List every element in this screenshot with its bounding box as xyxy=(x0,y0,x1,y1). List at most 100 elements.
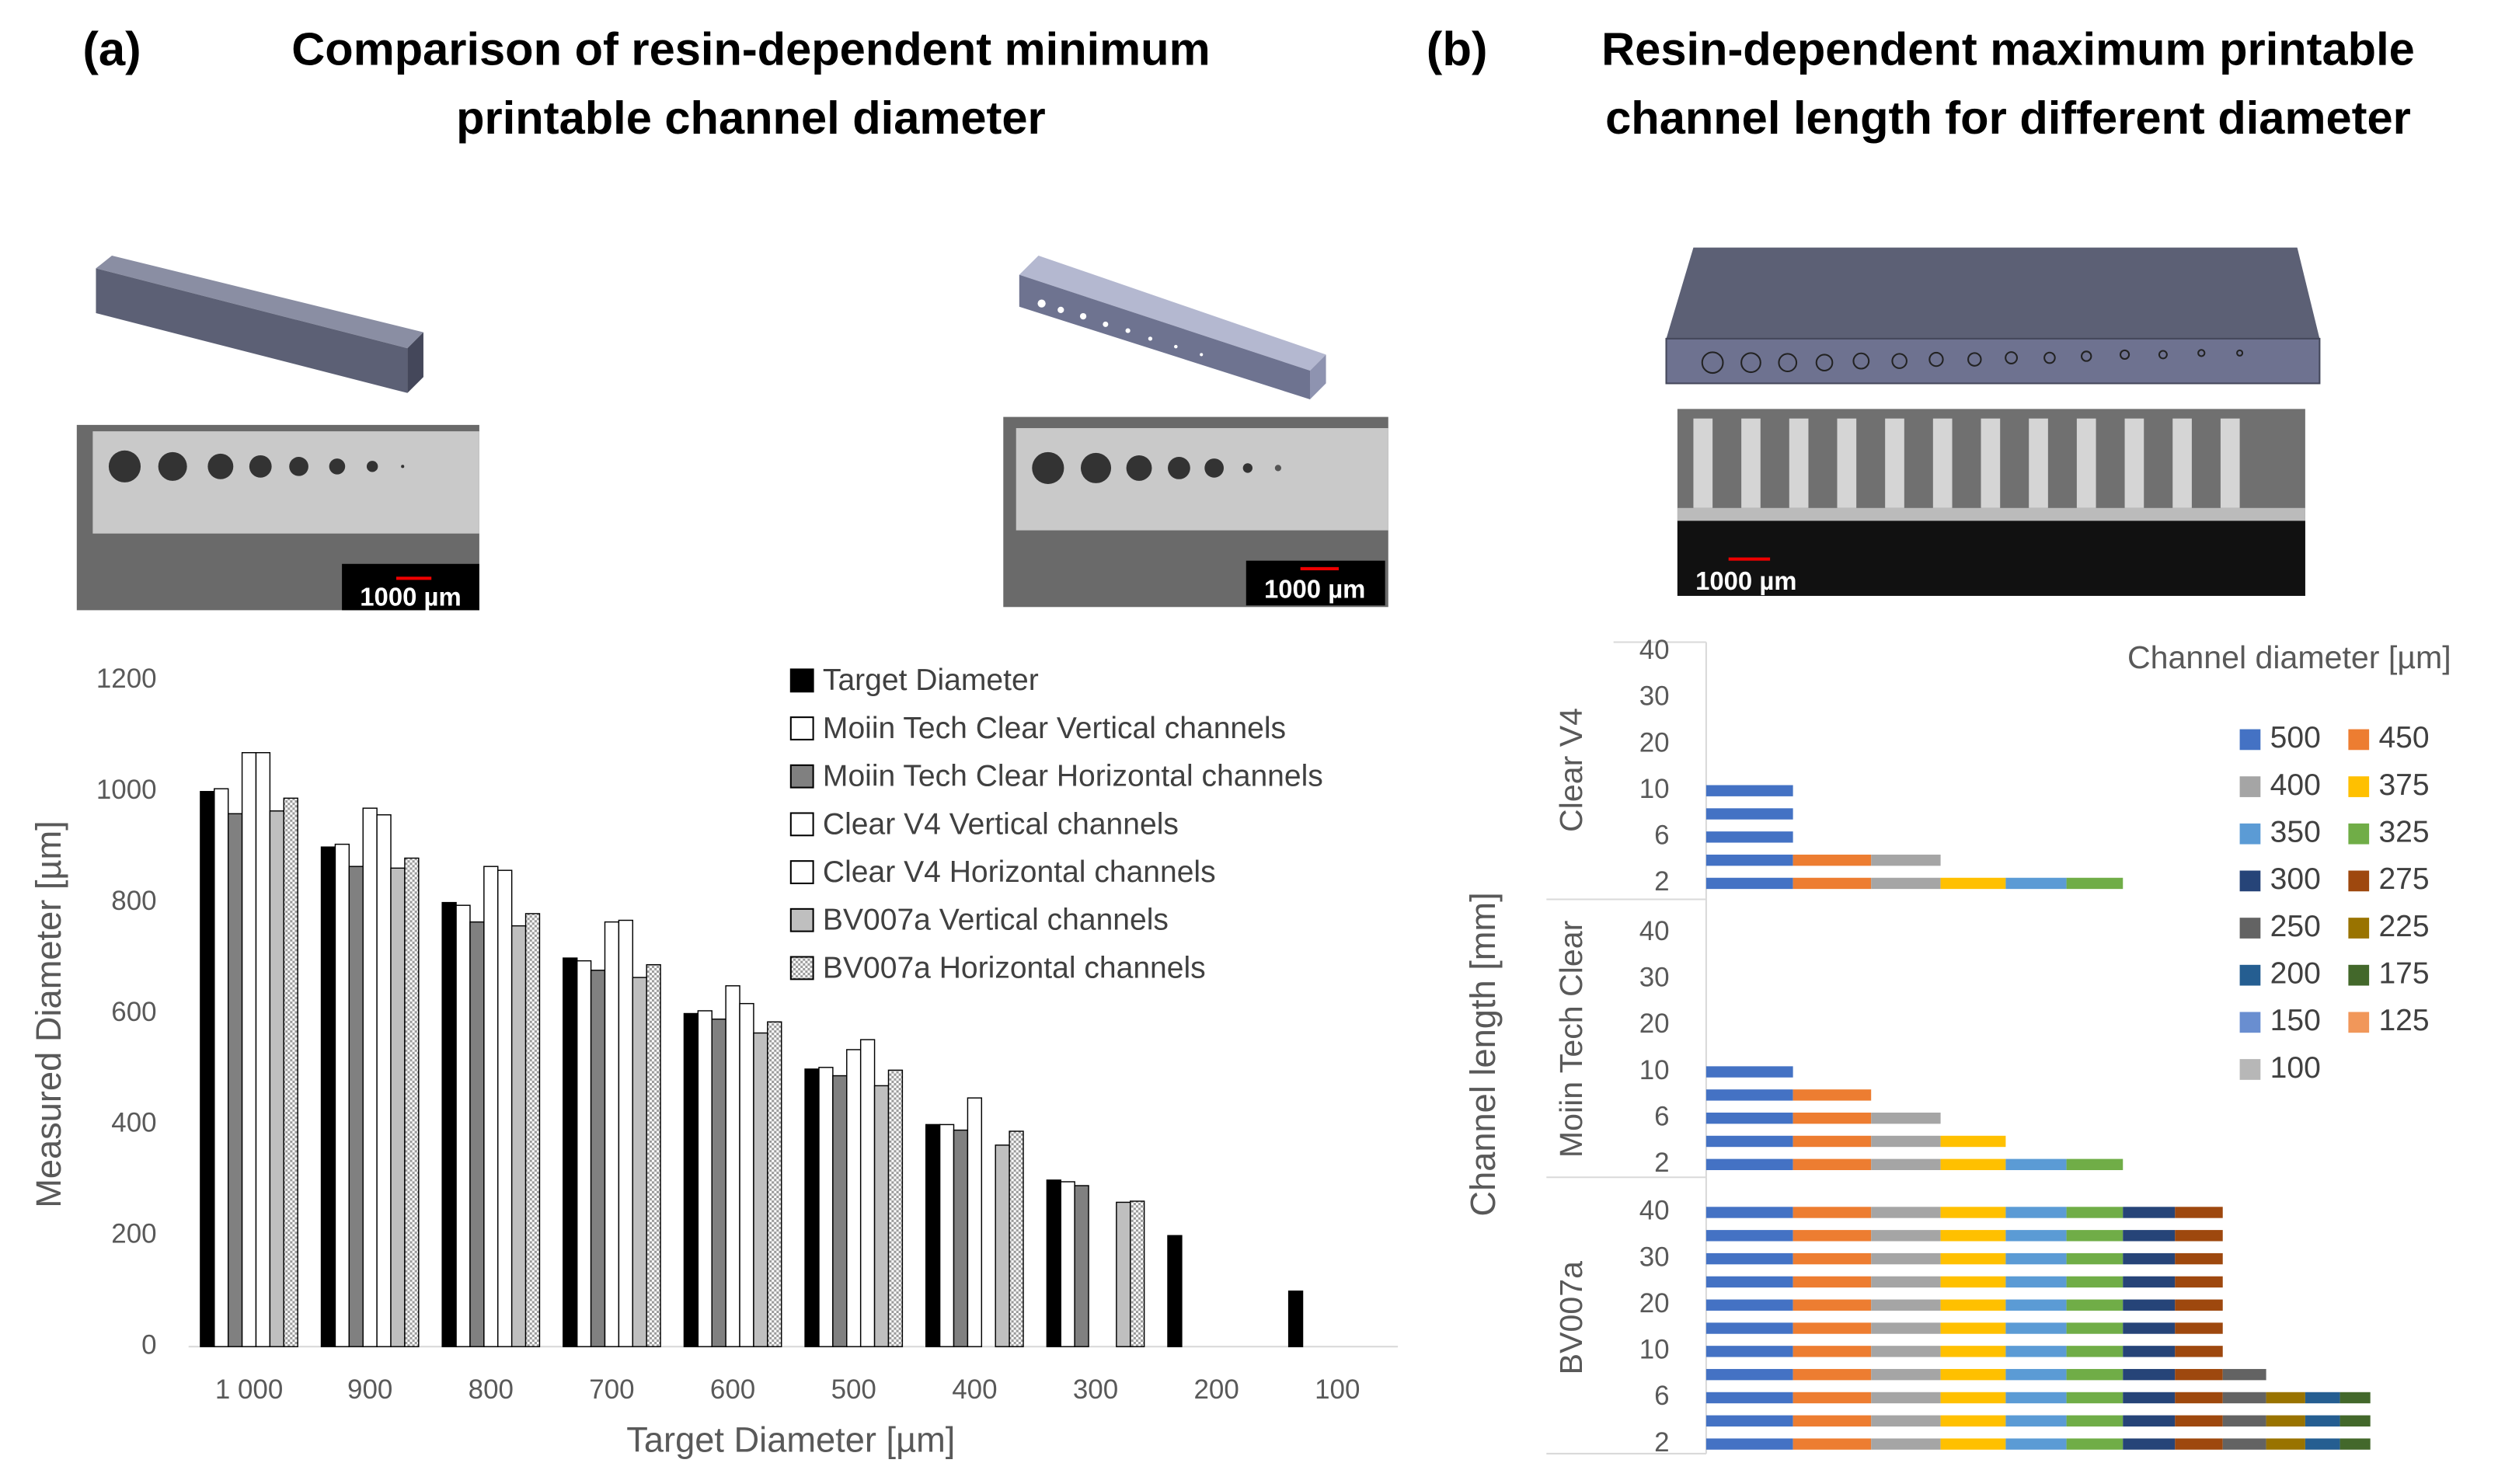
bar-segment xyxy=(1793,1207,1872,1218)
bar-segment xyxy=(1940,1392,2006,1404)
y-tick-label: 2 xyxy=(1654,1427,1669,1458)
bar-segment xyxy=(1871,1135,1941,1148)
y-tick-label: 6 xyxy=(1654,1381,1669,1411)
photo-b xyxy=(1677,409,2305,596)
bar xyxy=(995,1144,1010,1347)
bar xyxy=(1060,1181,1075,1347)
bar-segment xyxy=(1871,1158,1941,1171)
legend-swatch xyxy=(2348,964,2370,986)
y-tick-label: 10 xyxy=(1639,1335,1670,1365)
bar-segment xyxy=(2222,1392,2266,1404)
y-tick-label: 2 xyxy=(1654,866,1669,897)
y-tick-label: 1000 xyxy=(96,775,157,805)
bar-segment xyxy=(1871,1276,1941,1288)
x-tick-label: 900 xyxy=(347,1374,392,1405)
bar-segment xyxy=(2066,1322,2124,1334)
scale-label: 1000 µm xyxy=(1695,566,1796,595)
bar-segment xyxy=(1793,1112,1872,1124)
chart-title: Resin-dependent maximum printable xyxy=(1601,23,2415,75)
y-tick-label: 40 xyxy=(1639,635,1670,665)
bar-segment xyxy=(1940,1158,2006,1171)
bar-segment xyxy=(1940,877,2006,890)
bar-segment xyxy=(1871,1392,1941,1404)
bar xyxy=(859,1039,876,1347)
bar-segment xyxy=(1705,785,1793,796)
bar-segment xyxy=(1940,1299,2006,1311)
bar-segment xyxy=(2066,1276,2124,1288)
legend-swatch xyxy=(2239,776,2261,797)
bar-segment xyxy=(2175,1368,2223,1381)
bar xyxy=(1009,1130,1024,1347)
bar-segment xyxy=(2175,1346,2223,1357)
bar-segment xyxy=(2066,1158,2124,1171)
bar-segment xyxy=(2123,1438,2176,1450)
bar-segment xyxy=(1705,854,1793,866)
bar xyxy=(524,913,541,1347)
bar-segment xyxy=(1705,1276,1793,1288)
bar-segment xyxy=(2266,1438,2305,1450)
bar xyxy=(873,1085,890,1347)
bar-segment xyxy=(1793,1368,1872,1381)
x-tick-label: 600 xyxy=(710,1374,755,1405)
legend-label: 500 xyxy=(2270,721,2321,754)
bar-segment xyxy=(2123,1207,2176,1218)
group-label: BV007a xyxy=(1553,1261,1589,1374)
legend-swatch xyxy=(2348,870,2370,892)
bar-segment xyxy=(1793,1392,1872,1404)
bar-segment xyxy=(2175,1299,2223,1311)
legend-swatch xyxy=(2239,729,2261,751)
legend-label: 150 xyxy=(2270,1004,2321,1037)
group-label: Moiin Tech Clear xyxy=(1553,921,1589,1158)
bar-segment xyxy=(1940,1276,2006,1288)
bar-segment xyxy=(2305,1415,2340,1427)
bar-segment xyxy=(2066,1392,2124,1404)
legend-label: Moiin Tech Clear Horizontal channels xyxy=(823,760,1323,793)
bar-segment xyxy=(2066,1299,2124,1311)
scale-label: 1000 µm xyxy=(1264,574,1365,603)
bar-segment xyxy=(1705,1066,1793,1078)
legend-swatch xyxy=(789,716,814,740)
legend-title: Channel diameter [µm] xyxy=(2127,639,2451,675)
bar xyxy=(832,1075,848,1347)
bar-segment xyxy=(1871,1252,1941,1265)
legend-label: 375 xyxy=(2378,768,2429,802)
bar-segment xyxy=(1940,1135,2006,1148)
legend-label: BV007a Horizontal channels xyxy=(823,951,1206,984)
bar-segment xyxy=(2123,1346,2176,1357)
bar-segment xyxy=(1793,1415,1872,1427)
x-tick-label: 300 xyxy=(1073,1374,1118,1405)
bar-segment xyxy=(1705,808,1793,820)
chart-title: Comparison of resin-dependent minimum xyxy=(291,23,1210,75)
y-tick-label: 2 xyxy=(1654,1148,1669,1178)
legend-label: 300 xyxy=(2270,862,2321,896)
bar-segment xyxy=(2266,1415,2305,1427)
bar xyxy=(1130,1200,1145,1347)
bar-segment xyxy=(2123,1415,2176,1427)
bar-segment xyxy=(2005,1299,2067,1311)
bar xyxy=(725,985,740,1347)
legend-label: 350 xyxy=(2270,816,2321,849)
bar xyxy=(887,1069,904,1347)
legend-swatch xyxy=(2239,823,2261,845)
y-tick-label: 20 xyxy=(1639,1288,1670,1319)
legend-label: BV007a Vertical channels xyxy=(823,904,1169,937)
bar xyxy=(939,1123,955,1347)
bar-segment xyxy=(1705,1135,1793,1148)
x-tick-label: 400 xyxy=(952,1374,997,1405)
bar xyxy=(283,797,298,1347)
legend-swatch xyxy=(789,812,814,837)
bar xyxy=(269,810,285,1347)
bar xyxy=(953,1129,969,1347)
y-tick-label: 6 xyxy=(1654,1101,1669,1131)
x-tick-label: 700 xyxy=(589,1374,634,1405)
bar-segment xyxy=(1793,854,1872,866)
bar-segment xyxy=(2066,1415,2124,1427)
chart-title: channel length for different diameter xyxy=(1605,92,2411,144)
bar-segment xyxy=(2123,1299,2176,1311)
y-tick-label: 30 xyxy=(1639,681,1670,712)
bar-segment xyxy=(1871,1207,1941,1218)
bar xyxy=(441,901,457,1347)
legend-swatch xyxy=(2348,729,2370,751)
bar xyxy=(483,866,499,1347)
bar-segment xyxy=(1793,1158,1872,1171)
